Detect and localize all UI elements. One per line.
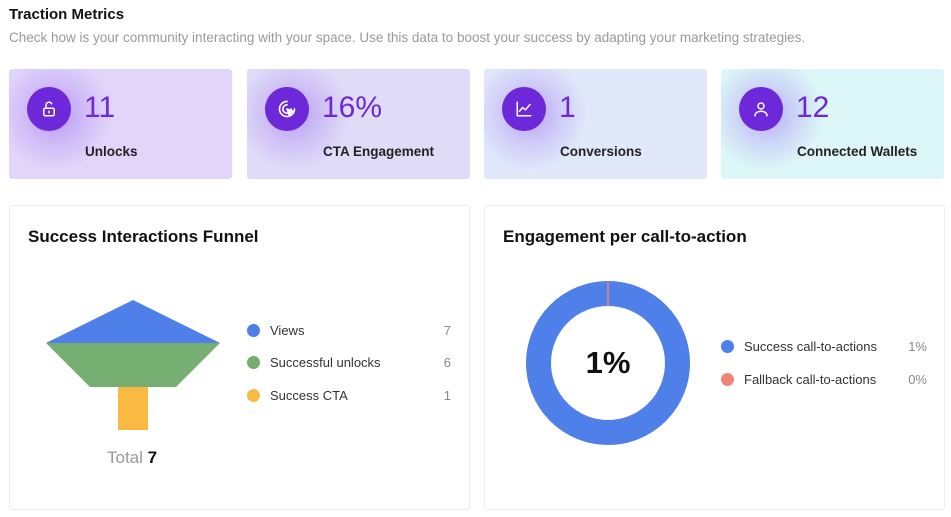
kpi-card-unlocks: 11 Unlocks (9, 69, 232, 179)
kpi-value: 1 (559, 91, 576, 124)
engagement-title: Engagement per call-to-action (503, 227, 747, 246)
funnel-segment-views (46, 300, 220, 343)
funnel-chart (46, 300, 220, 430)
engagement-panel: Engagement per call-to-action 1% Success… (484, 205, 945, 510)
kpi-label: CTA Engagement (323, 144, 435, 159)
legend-item-successful-unlocks: Successful unlocks (247, 355, 381, 370)
donut-chart (526, 281, 690, 445)
donut-center-label: 1% (585, 345, 631, 380)
kpi-card-connected-wallets: 12 Connected Wallets (721, 69, 944, 179)
kpi-value: 16% (322, 91, 383, 124)
page-subtitle: Check how is your community interacting … (9, 30, 806, 45)
legend-dot (721, 340, 734, 353)
chart-line-icon (516, 101, 532, 117)
kpi-card-conversions: 1 Conversions (484, 69, 707, 179)
funnel-segment-successful-unlocks (46, 343, 220, 387)
kpi-icon-circle (27, 87, 71, 131)
funnel-total: Total 7 (107, 448, 157, 468)
legend-label: Success CTA (270, 388, 348, 403)
kpi-card-cta-engagement: 16% CTA Engagement (247, 69, 470, 179)
legend-value: 6 (443, 355, 451, 370)
kpi-value: 11 (84, 91, 116, 124)
legend-label: Success call-to-actions (744, 339, 877, 354)
legend-value: 1 (443, 388, 451, 403)
legend-dot (247, 389, 260, 402)
legend-item-views: Views (247, 323, 304, 338)
kpi-label: Unlocks (85, 144, 138, 159)
unlock-icon (43, 101, 55, 117)
legend-item-fallback-cta: Fallback call-to-actions (721, 372, 876, 387)
kpi-label: Connected Wallets (797, 144, 918, 159)
legend-label: Views (270, 323, 305, 338)
funnel-segment-success-cta (118, 387, 148, 430)
legend-dot (721, 373, 734, 386)
funnel-title: Success Interactions Funnel (28, 227, 259, 246)
legend-label: Successful unlocks (270, 355, 381, 370)
user-icon (754, 102, 768, 117)
kpi-value: 12 (796, 91, 830, 124)
legend-value: 0% (908, 372, 927, 387)
legend-item-success-cta: Success CTA (247, 388, 348, 403)
total-value: 7 (147, 448, 158, 467)
page-title: Traction Metrics (9, 6, 125, 23)
total-label: Total (107, 448, 143, 467)
legend-item-success-cta: Success call-to-actions (721, 339, 877, 354)
kpi-label: Conversions (560, 144, 642, 159)
kpi-icon-circle (265, 87, 309, 131)
legend-dot (247, 324, 260, 337)
kpi-icon-circle (502, 87, 546, 131)
legend-dot (247, 356, 260, 369)
legend-value: 1% (908, 339, 927, 354)
funnel-panel: Success Interactions Funnel Views 7 Succ… (9, 205, 470, 510)
legend-value: 7 (443, 323, 451, 338)
kpi-icon-circle (739, 87, 783, 131)
cursor-click-icon (278, 100, 296, 118)
legend-label: Fallback call-to-actions (744, 372, 877, 387)
